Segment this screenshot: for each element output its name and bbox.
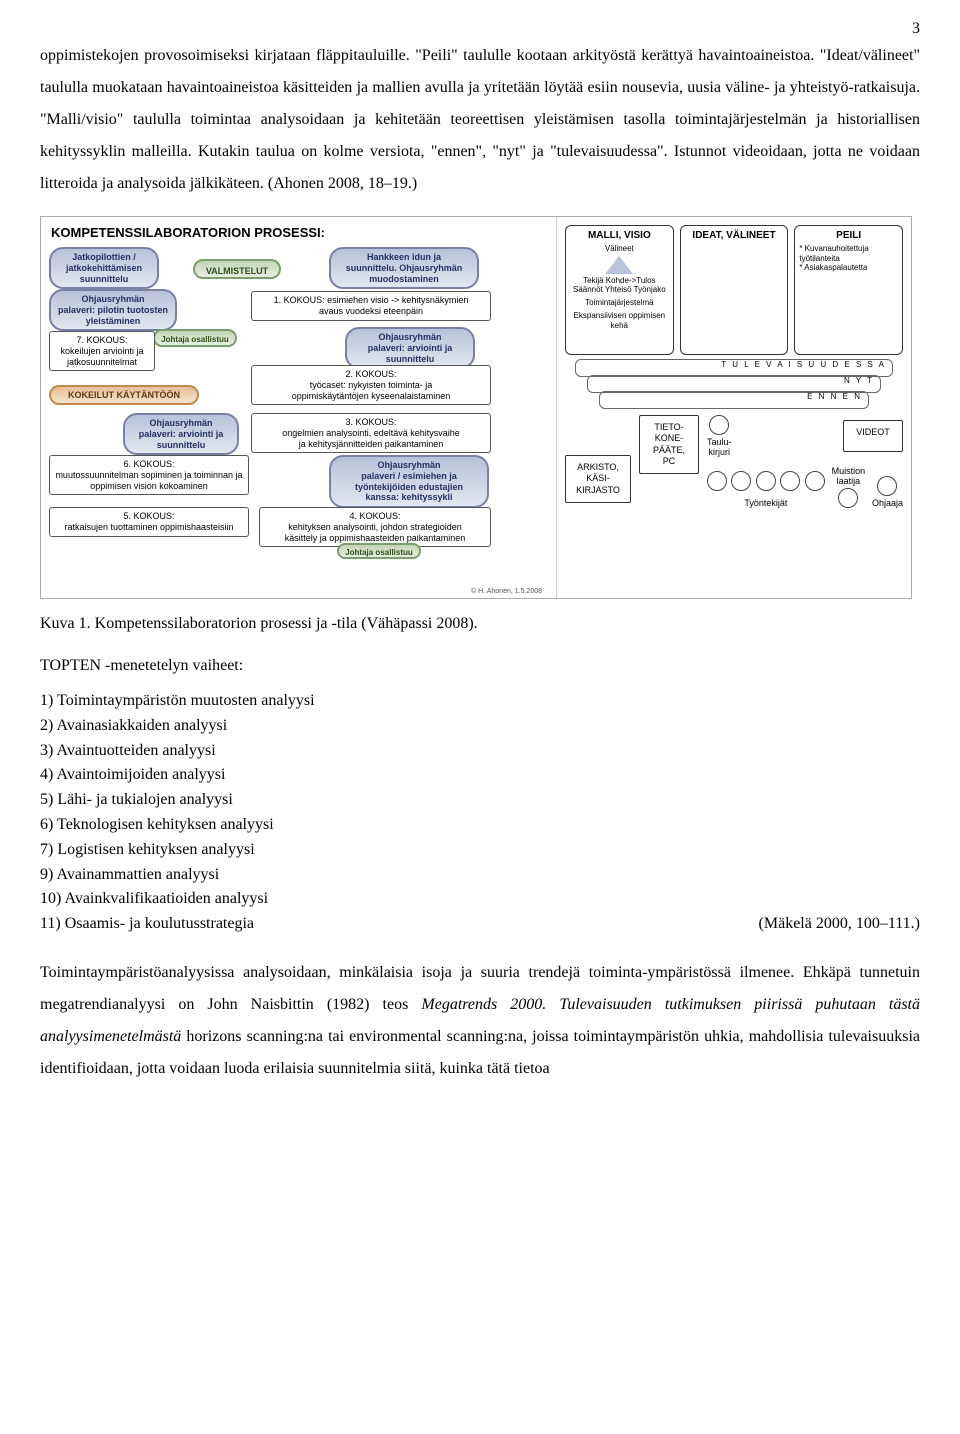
list-item: 10) Avainkvalifikaatioiden analyysi [40, 887, 920, 912]
box-k3: 3. KOKOUS: ongelmien analysointi, edeltä… [251, 413, 491, 453]
list-item-text: 11) Osaamis- ja koulutusstrategia [40, 912, 254, 937]
circle-icon [877, 476, 897, 496]
tab-ennen: E N N E N [599, 391, 869, 409]
box-k6: 6. KOKOUS: muutossuunnitelman sopiminen … [49, 455, 249, 495]
panel-tietokone: TIETO- KONE- PÄÄTE, PC [639, 415, 699, 474]
box-johtaja-1: Johtaja osallistuu [153, 329, 237, 347]
box-ohjausryhman-2: Ohjausryhmän palaveri: arviointi ja suun… [345, 327, 475, 369]
card-row2: Säännöt Yhteisö Työnjako [570, 285, 669, 295]
list-item: 9) Avainammattien analyysi [40, 863, 920, 888]
box-k4: 4. KOKOUS: kehityksen analysointi, johdo… [259, 507, 491, 547]
card-hdr: IDEAT, VÄLINEET [685, 230, 784, 241]
topten-header: TOPTEN -menetetelyn vaiheet: [40, 657, 920, 675]
paragraph-2: Toimintaympäristöanalyysissa analysoidaa… [40, 957, 920, 1085]
box-k2: 2. KOKOUS: työcaset: nykyisten toiminta-… [251, 365, 491, 405]
topten-list: 1) Toimintaympäristön muutosten analyysi… [40, 689, 920, 937]
box-kokeilut: KOKEILUT KÄYTÄNTÖÖN [49, 385, 199, 405]
card-line: Toimintajärjestelmä [570, 298, 669, 308]
box-k5: 5. KOKOUS: ratkaisujen tuottaminen oppim… [49, 507, 249, 537]
card-hdr: MALLI, VISIO [570, 230, 669, 241]
box-k7: 7. KOKOUS: kokeilujen arviointi ja jatko… [49, 331, 155, 371]
phase-tabs: T U L E V A I S U U D E S S A N Y T E N … [565, 359, 903, 407]
page: 3 oppimistekojen provosoimiseksi kirjata… [0, 0, 960, 1157]
list-item: 11) Osaamis- ja koulutusstrategia (Mäkel… [40, 912, 920, 937]
label-tyontekijat: Työntekijät [744, 498, 787, 508]
list-item: 3) Avaintuotteiden analyysi [40, 739, 920, 764]
figure-caption: Kuva 1. Kompetenssilaboratorion prosessi… [40, 615, 920, 633]
card-sub: Välineet [570, 244, 669, 254]
circle-icon [707, 471, 727, 491]
panel-arkisto: ARKISTO, KÄSI- KIRJASTO [565, 455, 631, 503]
figure-right-panel: MALLI, VISIO Välineet Tekijä Kohde->Tulo… [557, 217, 911, 598]
card-arc: Ekspansiivisen oppimisen kehä [570, 311, 669, 330]
box-valmistelut: VALMISTELUT [193, 259, 281, 279]
card-hdr: PEILI [799, 230, 898, 241]
card-row: Tekijä Kohde->Tulos [570, 276, 669, 286]
figure-footer: © H. Ahonen, 1.5.2008 [471, 588, 542, 595]
label-ohjaaja: Ohjaaja [872, 498, 903, 508]
list-item: 7) Logistisen kehityksen analyysi [40, 838, 920, 863]
box-hankkeen-idun: Hankkeen idun ja suunnittelu. Ohjausryhm… [329, 247, 479, 289]
list-item: 6) Teknologisen kehityksen analyysi [40, 813, 920, 838]
topten-citation: (Mäkelä 2000, 100–111.) [759, 912, 920, 937]
box-ohjausryhman-4: Ohjausryhmän palaveri / esimiehen ja työ… [329, 455, 489, 508]
box-ohjausryhman-3: Ohjausryhmän palaveri: arviointi ja suun… [123, 413, 239, 455]
card-malli-visio: MALLI, VISIO Välineet Tekijä Kohde->Tulo… [565, 225, 674, 355]
card-peili: PEILI * Kuvanauhoitettuja työtilanteita … [794, 225, 903, 355]
label-taulukirjuri: Taulu- kirjuri [707, 437, 732, 457]
figure-kompetenssilaboratorio: KOMPETENSSILABORATORION PROSESSI: Jatkop… [40, 216, 912, 599]
lower-row: ARKISTO, KÄSI- KIRJASTO TIETO- KONE- PÄÄ… [565, 415, 903, 508]
circle-icon [709, 415, 729, 435]
card-ideat-valineet: IDEAT, VÄLINEET [680, 225, 789, 355]
circle-icon [838, 488, 858, 508]
page-number: 3 [912, 20, 920, 38]
circle-icon [756, 471, 776, 491]
circle-icon [805, 471, 825, 491]
paragraph-1: oppimistekojen provosoimiseksi kirjataan… [40, 40, 920, 200]
list-item: 4) Avaintoimijoiden analyysi [40, 763, 920, 788]
circle-icon [731, 471, 751, 491]
list-item: 1) Toimintaympäristön muutosten analyysi [40, 689, 920, 714]
list-item: 5) Lähi- ja tukialojen analyysi [40, 788, 920, 813]
box-ohjausryhman-1: Ohjausryhmän palaveri: pilotin tuotosten… [49, 289, 177, 331]
list-item: 2) Avainasiakkaiden analyysi [40, 714, 920, 739]
panel-videot: VIDEOT [843, 420, 903, 452]
circle-icon [780, 471, 800, 491]
card-lines: * Kuvanauhoitettuja työtilanteita * Asia… [799, 244, 898, 273]
box-johtaja-2: Johtaja osallistuu [337, 543, 421, 559]
figure-left-panel: KOMPETENSSILABORATORION PROSESSI: Jatkop… [41, 217, 557, 598]
box-jatkopilottien: Jatkopilottien / jatkokehittämisen suunn… [49, 247, 159, 289]
triangle-icon [605, 256, 633, 274]
figure-left-title: KOMPETENSSILABORATORION PROSESSI: [51, 225, 546, 240]
box-k1: 1. KOKOUS: esimiehen visio -> kehitysnäk… [251, 291, 491, 321]
label-muistion: Muistion laatija [832, 466, 866, 486]
